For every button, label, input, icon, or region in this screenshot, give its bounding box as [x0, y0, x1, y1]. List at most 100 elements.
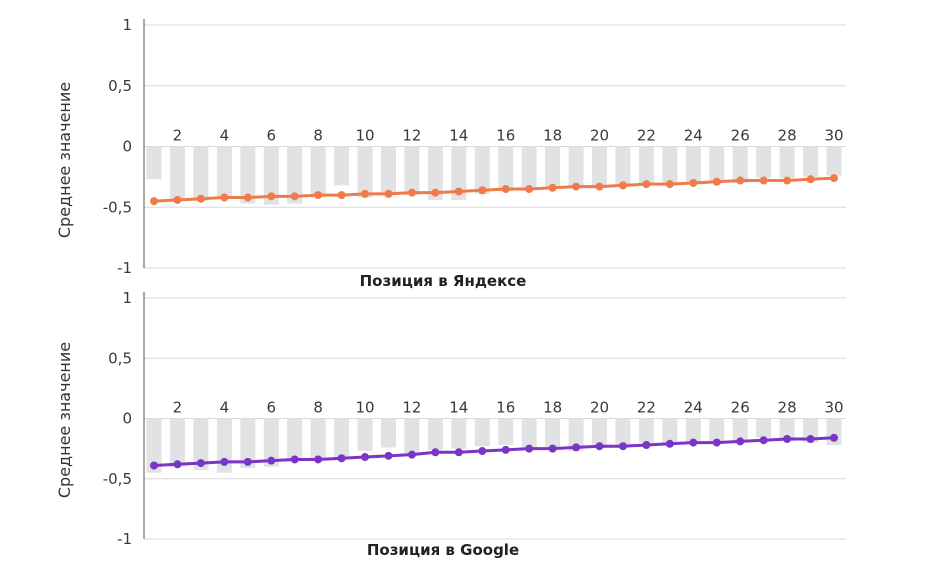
chart-0-line-point	[407, 188, 416, 197]
chart-0-line-point	[548, 183, 557, 192]
chart-1-bar	[334, 418, 350, 460]
chart-0-bar	[310, 146, 326, 198]
chart-0-line-point	[783, 176, 792, 185]
chart-0-line-point	[712, 177, 721, 186]
chart-1-bar	[732, 418, 748, 441]
chart-0-bar	[334, 146, 350, 186]
chart-1-bar	[427, 418, 443, 450]
chart-1-bar	[568, 418, 584, 452]
chart-1-bar	[756, 418, 772, 438]
chart-1-line-point	[783, 434, 792, 443]
chart-1-bar	[709, 418, 725, 443]
chart-1-line-point	[243, 457, 252, 466]
chart-1-line-point	[337, 454, 346, 463]
chart-0-ytick-label: -1	[117, 259, 132, 277]
chart-1-xtick-label: 30	[824, 399, 843, 417]
chart-1-xtick-label: 2	[173, 399, 183, 417]
chart-1-line-point	[431, 448, 440, 457]
chart-1-bar	[193, 418, 209, 471]
chart-0-bar	[146, 146, 162, 180]
chart-0-bar	[803, 146, 819, 177]
chart-0-line-point	[454, 187, 463, 196]
chart-0-bar	[709, 146, 725, 182]
chart-1-bar	[357, 418, 373, 452]
chart-0-xtick-label: 14	[449, 127, 468, 145]
chart-0-xtick-label: 28	[778, 127, 797, 145]
chart-1-xtick-label: 8	[313, 399, 323, 417]
chart-1-line-point	[501, 445, 510, 454]
chart-1-line-point	[642, 441, 651, 450]
chart-0-line-point	[595, 182, 604, 191]
chart-1-line-point	[572, 443, 581, 452]
chart-0-xtick-label: 22	[637, 127, 656, 145]
chart-0-line-point	[431, 188, 440, 197]
chart-0-xtick-label: 24	[684, 127, 703, 145]
chart-0-line-point	[736, 176, 745, 185]
chart-1-bar	[498, 418, 514, 446]
chart-0-line-point	[830, 174, 838, 183]
chart-0-line-point	[173, 195, 182, 204]
chart-1-xtick-label: 12	[402, 399, 421, 417]
chart-0-xtick-label: 16	[496, 127, 515, 145]
chart-0-bar	[592, 146, 608, 187]
chart-1-line-point	[267, 456, 276, 465]
chart-1-bar	[662, 418, 678, 444]
chart-0-xtick-label: 2	[173, 127, 183, 145]
chart-1-line-point	[618, 442, 627, 451]
chart-0-line-point	[150, 197, 158, 206]
chart-0-ytick-label: 0,5	[108, 77, 132, 95]
chart-0-bar	[662, 146, 678, 183]
chart-0-bar	[193, 146, 209, 202]
chart-1-xtick-label: 20	[590, 399, 609, 417]
chart-0-bar	[521, 146, 537, 190]
chart-0-line-point	[196, 194, 205, 203]
chart-0-bar	[427, 146, 443, 200]
chart-1-bar	[638, 418, 654, 443]
chart-0-xtick-label: 10	[355, 127, 374, 145]
chart-0-line-point	[220, 193, 229, 202]
chart-1-xtick-label: 22	[637, 399, 656, 417]
chart-1-bar	[592, 418, 608, 446]
chart-1-ytick-label: 1	[122, 289, 132, 307]
chart-1-line-point	[384, 451, 393, 460]
chart-0-line-point	[478, 186, 487, 195]
chart-0-bar	[287, 146, 303, 204]
chart-panel-google: 10,50-0,5-12 4 6 8 10 12 14 16 18 20 22 24 26 28 30Поз…	[55, 289, 846, 559]
chart-1-line-point	[290, 455, 299, 464]
chart-0-line-point	[642, 180, 651, 189]
chart-panel-yandex: 10,50-0,5-12 4 6 8 10 12 14 16 18 20 22 24 26 28 30Поз…	[55, 16, 846, 290]
chart-1-bar	[216, 418, 232, 473]
chart-0-xtick-label: 8	[313, 127, 323, 145]
chart-0-bar	[263, 146, 279, 205]
chart-1-bar	[240, 418, 256, 468]
chart-1-bar	[263, 418, 279, 467]
chart-0-bar	[685, 146, 701, 183]
chart-1-bar	[474, 418, 490, 447]
chart-1-bar	[545, 418, 561, 448]
chart-1-ytick-label: 0,5	[108, 349, 132, 367]
chart-1-line-point	[736, 437, 745, 446]
chart-0-bar	[545, 146, 561, 188]
chart-0-bar	[451, 146, 467, 200]
chart-1-line-point	[454, 448, 463, 457]
chart-0-bar	[498, 146, 514, 192]
chart-0-xtick-label: 26	[731, 127, 750, 145]
chart-1-bar	[779, 418, 795, 442]
chart-1-line-point	[478, 447, 487, 456]
chart-0-line-point	[806, 175, 815, 184]
chart-0-bar	[756, 146, 772, 179]
chart-1-line-point	[689, 438, 698, 447]
chart-1-bar	[380, 418, 396, 448]
chart-1-line-point	[150, 461, 158, 470]
chart-1-trend-line	[153, 436, 835, 467]
chart-1-line-point	[830, 433, 838, 442]
chart-0-line-point	[689, 178, 698, 187]
chart-1-bar	[615, 418, 631, 446]
chart-0-line-point	[572, 182, 581, 191]
chart-0-bar	[615, 146, 631, 186]
chart-0-xtick-label: 4	[220, 127, 230, 145]
chart-1-bar	[146, 418, 162, 473]
chart-1-xtick-label: 10	[355, 399, 374, 417]
chart-1-xtick-label: 28	[778, 399, 797, 417]
